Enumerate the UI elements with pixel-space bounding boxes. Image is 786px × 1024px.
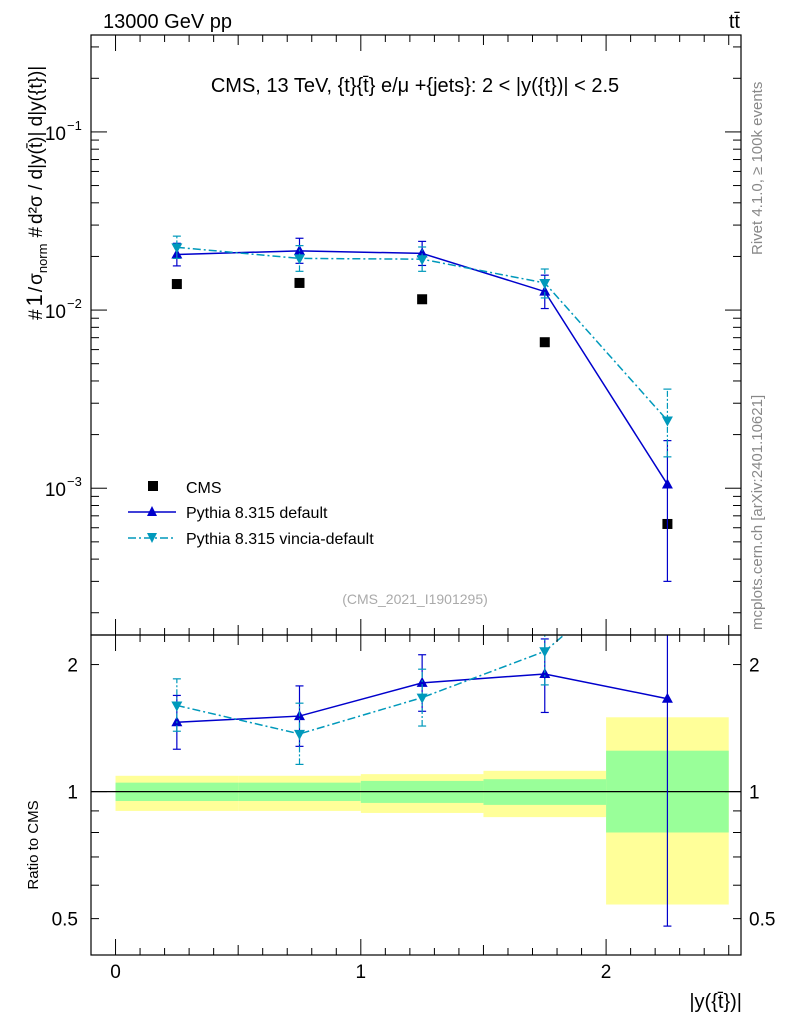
main-ytick-exponent: −3 [67,474,82,489]
main-ytick-label: 10 [45,124,66,145]
main-ytick-exponent: −1 [67,118,82,133]
main-marker-pythia_vincia [539,278,551,289]
ratio-series-layer [171,634,673,927]
main-cms-point [171,279,182,290]
main-axes-layer: 10−310−210−1 [45,34,742,636]
ratio-ytick-label: 1 [67,783,78,804]
main-marker-pythia_default [539,285,551,296]
legend-label-default: Pythia 8.315 default [186,505,328,522]
main-marker-pythia_vincia [171,243,183,254]
ratio-marker-pythia_vincia [539,647,551,658]
main-line-pythia_vincia [176,246,668,421]
ratio-ytick-label: 2 [67,656,78,677]
ratio-xtick-label: 1 [356,962,367,983]
main-cms-point [417,294,428,305]
main-cms-point [539,337,550,348]
main-marker-pythia_default [416,247,428,258]
main-ytick-exponent: −2 [67,296,82,311]
mcplots-label: mcplots.cern.ch [arXiv:2401.10621] [749,395,766,630]
legend-marker-default [147,506,157,516]
ratio-marker-pythia_default [539,667,551,678]
main-ytick-label: 10 [45,302,66,323]
header-right: tt̄ [729,11,741,33]
ratio-ylabel: Ratio to CMS [25,800,42,889]
main-ylabel: #1/σnorm#d²σ / d|y(t̄)| d|y({t})| [22,66,50,320]
ratio-ytick-label: 0.5 [52,910,78,931]
ratio-marker-pythia_vincia [416,693,428,704]
header-left: 13000 GeV pp [103,11,232,33]
legend-label-vincia: Pythia 8.315 vincia-default [186,531,374,548]
main-series-layer [171,235,673,582]
watermark: (CMS_2021_I1901295) [342,591,488,607]
main-title: CMS, 13 TeV, {t}{t̄} e/μ +{jets}: 2 < |y… [211,75,619,97]
ratio-ytick-label-right: 2 [749,656,760,677]
main-marker-pythia_default [661,478,673,489]
legend-marker-cms [148,481,158,491]
main-marker-pythia_vincia [416,255,428,266]
ratio-xtick-label: 2 [601,962,612,983]
ratio-marker-pythia_vincia [293,729,305,740]
legend-marker-vincia [147,533,157,543]
main-ytick-label: 10 [45,480,66,501]
ratio-frame [90,634,742,956]
ratio-ytick-label-right: 1 [749,783,760,804]
ratio-line-pythia_vincia [176,634,565,735]
ratio-ytick-label-right: 0.5 [749,910,775,931]
main-cms-point [294,277,305,288]
main-line-pythia_default [176,250,669,485]
rivet-label: Rivet 4.1.0, ≥ 100k events [749,82,766,255]
ratio-xlabel: |y({t̄})| [689,991,742,1013]
ratio-marker-pythia_default [171,716,183,727]
ratio-uncertainty-bands [91,717,741,905]
main-marker-pythia_vincia [293,254,305,265]
legend: CMS Pythia 8.315 default Pythia 8.315 vi… [128,480,374,548]
ratio-marker-pythia_vincia [171,701,183,712]
main-marker-pythia_vincia [661,416,673,427]
ratio-axes-layer: 0.5 0.5 1 1 2 2 0 1 2 [52,634,775,983]
ratio-xtick-label: 0 [110,962,121,983]
legend-label-cms: CMS [186,480,222,497]
ratio-marker-pythia_default [661,692,673,703]
